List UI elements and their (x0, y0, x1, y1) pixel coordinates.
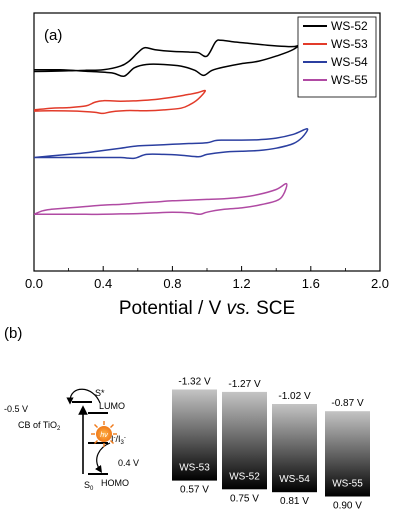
panel-b-label: (b) (4, 325, 22, 342)
cv-curve-ws-54 (33, 128, 309, 160)
injection-arrow (66, 388, 101, 405)
homo-value: 0.90 V (333, 501, 362, 512)
svg-text:hν: hν (100, 432, 108, 439)
dye-name: WS-54 (279, 474, 310, 485)
x-tick-label: 0.0 (25, 276, 43, 291)
energy-bar-ws-52 (222, 391, 267, 490)
lumo-value: -1.02 V (278, 391, 311, 402)
lumo-value: -1.27 V (228, 379, 261, 390)
legend-label: WS-54 (331, 55, 368, 69)
lumo-value: -0.87 V (331, 398, 364, 409)
energy-level-bars: -1.32 V 0.57 V WS-53 -1.27 V 0.75 V WS-52 -1.0… (172, 377, 370, 512)
legend-label: WS-55 (331, 73, 368, 87)
x-tick-label: 0.8 (163, 276, 181, 291)
x-axis: 0.0 0.4 0.8 1.2 1.6 2.0 (25, 266, 389, 291)
homo-label: HOMO (101, 478, 129, 488)
homo-value: 0.81 V (280, 496, 309, 507)
s0-label: S0 (84, 480, 94, 492)
light-sun-icon: hν (91, 421, 117, 447)
cv-chart: (a) 0.0 0.4 0.8 1.2 1.6 2.0 WS-52WS-53WS-54WS… (25, 12, 389, 319)
lumo-value: -1.32 V (178, 377, 211, 388)
energy-bar-ws-53 (172, 389, 217, 481)
homo-value: 0.75 V (230, 493, 259, 504)
x-tick-label: 1.6 (302, 276, 320, 291)
x-tick-label: 1.2 (233, 276, 251, 291)
cb-label: CB of TiO2 (18, 420, 61, 432)
x-tick-label: 2.0 (371, 276, 389, 291)
dye-name: WS-55 (332, 479, 363, 490)
panel-a-label: (a) (44, 27, 62, 44)
s-star-label: S* (95, 388, 105, 398)
legend-label: WS-52 (331, 19, 368, 33)
cv-curves (33, 37, 309, 216)
redox-label: I-/I3- (111, 434, 126, 446)
cv-curve-ws-52 (33, 37, 309, 78)
energy-diagram: (b) S* LUMO -0.5 V CB of TiO2 I-/I3- 0.4… (4, 325, 370, 512)
cv-curve-ws-55 (33, 182, 288, 216)
sensitization-scheme: S* LUMO -0.5 V CB of TiO2 I-/I3- 0.4 V S… (4, 388, 139, 492)
cb-value: -0.5 V (4, 404, 28, 414)
x-axis-title: Potential / V vs. SCE (119, 298, 295, 319)
redox-value: 0.4 V (118, 458, 139, 468)
dye-name: WS-52 (229, 471, 260, 482)
energy-bar-ws-54 (272, 404, 317, 493)
cv-curve-ws-53 (33, 89, 207, 115)
legend: WS-52 WS-53 WS-54 WS-55 (297, 16, 377, 98)
lumo-label: LUMO (99, 401, 125, 411)
homo-value: 0.57 V (180, 485, 209, 496)
regeneration-arrow (95, 442, 111, 473)
x-tick-label: 0.4 (94, 276, 112, 291)
dye-name: WS-53 (179, 463, 210, 474)
energy-bar-ws-55 (325, 411, 370, 497)
legend-box (297, 16, 377, 98)
legend-label: WS-53 (331, 37, 368, 51)
